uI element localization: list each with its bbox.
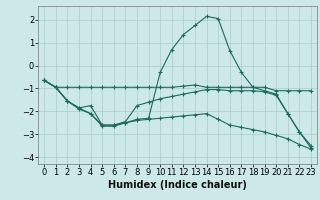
X-axis label: Humidex (Indice chaleur): Humidex (Indice chaleur) xyxy=(108,180,247,190)
